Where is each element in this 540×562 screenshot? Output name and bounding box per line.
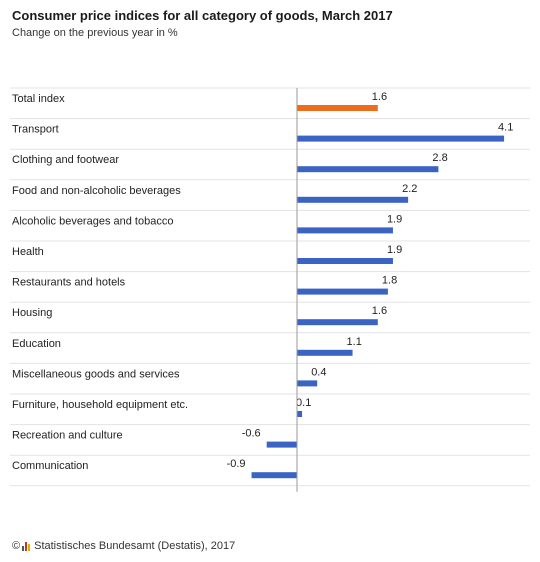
bar bbox=[297, 166, 439, 173]
bar bbox=[297, 135, 505, 142]
category-label: Food and non-alcoholic beverages bbox=[12, 185, 181, 197]
bar bbox=[297, 196, 409, 203]
bar bbox=[266, 441, 297, 448]
chart-subtitle: Change on the previous year in % bbox=[12, 27, 178, 39]
category-label: Housing bbox=[12, 307, 52, 319]
data-label: 0.4 bbox=[311, 366, 326, 378]
data-label: 1.9 bbox=[387, 213, 402, 225]
copyright-symbol: © bbox=[12, 540, 21, 552]
category-label: Clothing and footwear bbox=[12, 154, 119, 166]
chart-title: Consumer price indices for all category … bbox=[12, 8, 393, 23]
data-label: 1.9 bbox=[387, 244, 402, 256]
source-text: Statistisches Bundesamt (Destatis), 2017 bbox=[34, 540, 236, 552]
bar bbox=[251, 472, 297, 479]
data-label: 1.8 bbox=[382, 275, 397, 287]
bar bbox=[297, 380, 318, 387]
category-label: Health bbox=[12, 246, 44, 258]
category-label: Transport bbox=[12, 124, 59, 136]
bar bbox=[297, 105, 378, 111]
bar bbox=[297, 319, 378, 326]
data-label: 0.1 bbox=[296, 397, 311, 409]
data-label: 2.8 bbox=[432, 152, 447, 164]
bar bbox=[297, 227, 393, 234]
data-label: 1.6 bbox=[372, 305, 387, 317]
data-label: 4.1 bbox=[498, 122, 513, 134]
bar-chart: Total index 1.6 Transport 4.1 Clothing and f… bbox=[10, 87, 530, 492]
category-label: Communication bbox=[12, 460, 88, 472]
data-label: 1.1 bbox=[347, 336, 362, 348]
bar bbox=[297, 411, 303, 417]
data-label: -0.9 bbox=[227, 458, 246, 470]
data-label: -0.6 bbox=[242, 428, 261, 440]
bar bbox=[297, 349, 353, 356]
bar bbox=[297, 258, 393, 264]
data-label: 2.2 bbox=[402, 183, 417, 195]
category-label: Miscellaneous goods and services bbox=[12, 368, 180, 380]
category-label: Education bbox=[12, 338, 61, 350]
category-label: Furniture, household equipment etc. bbox=[12, 399, 188, 411]
source-footer: © Statistisches Bundesamt (Destatis), 20… bbox=[12, 540, 235, 552]
category-label: Recreation and culture bbox=[12, 430, 123, 442]
destatis-logo-icon bbox=[22, 541, 31, 551]
category-label: Alcoholic beverages and tobacco bbox=[12, 215, 173, 227]
category-label: Total index bbox=[12, 93, 65, 105]
data-label: 1.6 bbox=[372, 91, 387, 103]
category-label: Restaurants and hotels bbox=[12, 277, 126, 289]
bar bbox=[297, 288, 388, 295]
